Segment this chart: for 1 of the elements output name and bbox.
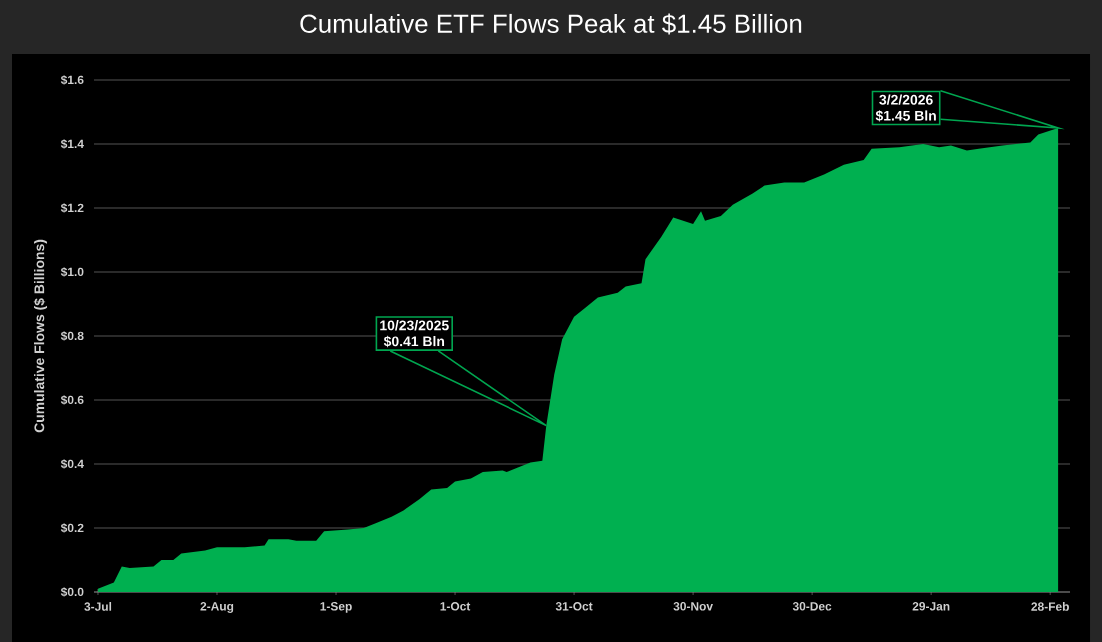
chart-title: Cumulative ETF Flows Peak at $1.45 Billion xyxy=(300,13,802,35)
